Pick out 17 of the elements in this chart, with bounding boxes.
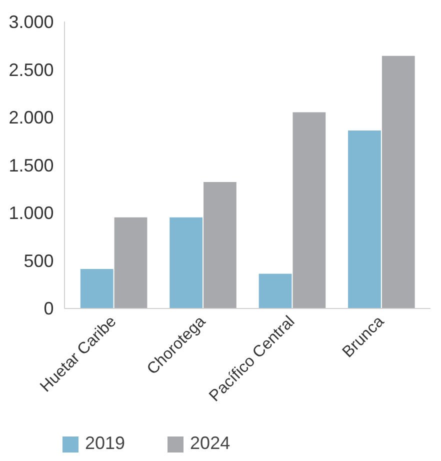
bar bbox=[292, 112, 326, 308]
bar bbox=[382, 56, 415, 308]
y-tick-label: 500 bbox=[24, 250, 54, 271]
bar bbox=[258, 274, 292, 308]
bar bbox=[204, 182, 236, 308]
legend-label: 2024 bbox=[190, 433, 230, 454]
bar bbox=[80, 269, 114, 308]
legend-label: 2019 bbox=[85, 433, 126, 454]
y-tick-label: 1.000 bbox=[8, 203, 54, 224]
bar bbox=[348, 130, 381, 308]
y-tick-label: 2.500 bbox=[8, 60, 54, 80]
y-tick-label: 0 bbox=[44, 298, 54, 319]
y-tick-label: 1.500 bbox=[8, 155, 54, 176]
bar bbox=[114, 217, 148, 308]
y-tick-label: 2.000 bbox=[8, 108, 54, 128]
bar bbox=[170, 217, 202, 308]
y-tick-label: 3.000 bbox=[8, 12, 54, 32]
